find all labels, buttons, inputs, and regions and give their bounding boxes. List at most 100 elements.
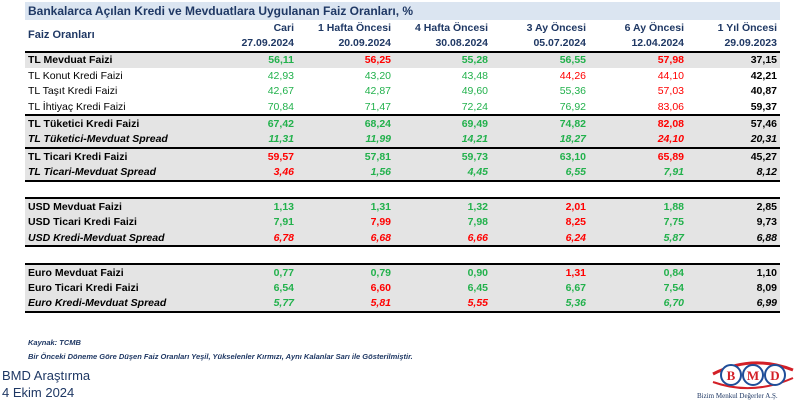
rate-cell: 1,10 xyxy=(687,262,780,281)
rate-cell: 68,24 xyxy=(297,114,394,132)
rate-cell: 42,21 xyxy=(687,68,780,84)
rate-cell: 56,25 xyxy=(297,50,394,69)
table-row: USD Kredi-Mevduat Spread 6,78 6,68 6,66 6,24… xyxy=(25,230,780,248)
col-date: 29.09.2023 xyxy=(687,35,780,53)
rate-cell: 5,36 xyxy=(491,295,589,314)
rates-table: Faiz Oranları Cari 1 Hafta Öncesi 4 Haft… xyxy=(25,20,780,314)
rate-cell: 6,60 xyxy=(297,280,394,296)
rate-cell: 1,13 xyxy=(207,197,297,215)
rate-cell: 5,55 xyxy=(394,295,491,314)
source-note: Kaynak: TCMB xyxy=(28,338,81,347)
rate-cell: 1,56 xyxy=(297,164,394,182)
rate-cell: 59,57 xyxy=(207,147,297,165)
rate-cell: 6,24 xyxy=(491,230,589,248)
rate-cell: 7,54 xyxy=(589,280,687,296)
rate-cell: 6,70 xyxy=(589,295,687,314)
page-title: Bankalarca Açılan Kredi ve Mevduatlara U… xyxy=(25,2,780,20)
rate-cell: 6,55 xyxy=(491,164,589,182)
row-label: USD Kredi-Mevduat Spread xyxy=(25,230,207,248)
logo-letter: M xyxy=(747,368,759,383)
spacer-row xyxy=(25,180,780,199)
col-date: 30.08.2024 xyxy=(394,35,491,53)
col-header: 3 Ay Öncesi xyxy=(526,21,586,34)
rate-cell: 67,42 xyxy=(207,114,297,132)
rate-cell: 5,87 xyxy=(589,230,687,248)
logo-caption: Bizim Menkul Değerler A.Ş. xyxy=(697,392,778,400)
table-row: Euro Kredi-Mevduat Spread 5,77 5,81 5,55 5,3… xyxy=(25,295,780,314)
rate-cell: 71,47 xyxy=(297,98,394,116)
rate-cell: 6,54 xyxy=(207,280,297,296)
rate-cell: 6,66 xyxy=(394,230,491,248)
col-header: 6 Ay Öncesi xyxy=(624,21,684,34)
table-row: TL Mevduat Faizi 56,11 56,25 55,28 56,55 57,9… xyxy=(25,50,780,69)
rate-cell: 56,11 xyxy=(207,50,297,69)
rate-cell: 40,87 xyxy=(687,83,780,99)
table-row: USD Mevduat Faizi 1,13 1,31 1,32 2,01 1,88 2,8… xyxy=(25,197,780,215)
rate-cell: 6,68 xyxy=(297,230,394,248)
rate-cell: 69,49 xyxy=(394,114,491,132)
rate-cell: 59,37 xyxy=(687,98,780,116)
row-label: TL Taşıt Kredi Faizi xyxy=(25,83,207,99)
rate-cell: 42,93 xyxy=(207,68,297,84)
row-label: Euro Ticari Kredi Faizi xyxy=(25,280,207,296)
rate-cell: 7,91 xyxy=(589,164,687,182)
rate-cell: 63,10 xyxy=(491,147,589,165)
footer-research-name: BMD Araştırma xyxy=(2,368,91,383)
rate-cell: 6,67 xyxy=(491,280,589,296)
rate-cell: 9,73 xyxy=(687,214,780,231)
rate-cell: 6,99 xyxy=(687,295,780,314)
rate-cell: 3,46 xyxy=(207,164,297,182)
rate-cell: 45,27 xyxy=(687,147,780,165)
row-label: USD Ticari Kredi Faizi xyxy=(25,214,207,231)
header-label: Faiz Oranları xyxy=(25,20,207,53)
col-date: 05.07.2024 xyxy=(491,35,589,53)
rate-cell: 44,26 xyxy=(491,68,589,84)
rate-cell: 11,99 xyxy=(297,131,394,149)
row-label: Euro Kredi-Mevduat Spread xyxy=(25,295,207,314)
col-date: 20.09.2024 xyxy=(297,35,394,53)
table-row: USD Ticari Kredi Faizi 7,91 7,99 7,98 8,25 7,… xyxy=(25,214,780,231)
row-label: TL İhtiyaç Kredi Faizi xyxy=(25,98,207,116)
rate-cell: 76,92 xyxy=(491,98,589,116)
rate-cell: 2,85 xyxy=(687,197,780,215)
rates-table-body: TL Mevduat Faizi 56,11 56,25 55,28 56,55 57,9… xyxy=(25,50,780,314)
rate-cell: 7,98 xyxy=(394,214,491,231)
rate-cell: 4,45 xyxy=(394,164,491,182)
spacer-cell xyxy=(25,180,780,199)
rate-cell: 8,25 xyxy=(491,214,589,231)
col-header: 1 Yıl Öncesi xyxy=(717,21,777,34)
spacer-cell xyxy=(25,246,780,264)
rate-cell: 74,82 xyxy=(491,114,589,132)
header-row: Faiz Oranları Cari 1 Hafta Öncesi 4 Haft… xyxy=(25,20,780,53)
rate-cell: 57,46 xyxy=(687,114,780,132)
table-row: Euro Ticari Kredi Faizi 6,54 6,60 6,45 6,67 7… xyxy=(25,280,780,296)
rate-cell: 5,77 xyxy=(207,295,297,314)
table-row: TL Ticari Kredi Faizi 59,57 57,81 59,73 63,1… xyxy=(25,147,780,165)
rate-cell: 57,81 xyxy=(297,147,394,165)
rate-cell: 44,10 xyxy=(589,68,687,84)
row-label: USD Mevduat Faizi xyxy=(25,197,207,215)
table-row: TL Taşıt Kredi Faizi 42,67 42,87 49,60 55,36… xyxy=(25,83,780,99)
table-row: TL Konut Kredi Faizi 42,93 43,20 43,48 44,26… xyxy=(25,68,780,84)
rate-cell: 24,10 xyxy=(589,131,687,149)
rate-cell: 6,88 xyxy=(687,230,780,248)
logo-letter: B xyxy=(727,368,736,383)
row-label: TL Ticari Kredi Faizi xyxy=(25,147,207,165)
rate-cell: 57,03 xyxy=(589,83,687,99)
rate-cell: 7,99 xyxy=(297,214,394,231)
rate-cell: 1,32 xyxy=(394,197,491,215)
row-label: Euro Mevduat Faizi xyxy=(25,262,207,281)
rate-cell: 1,88 xyxy=(589,197,687,215)
legend-note: Bir Önceki Döneme Göre Düşen Faiz Oranla… xyxy=(28,352,413,361)
header-dates-row: 27.09.2024 20.09.2024 30.08.2024 05.07.2… xyxy=(25,35,780,53)
rate-cell: 59,73 xyxy=(394,147,491,165)
rate-cell: 0,79 xyxy=(297,262,394,281)
rate-cell: 20,31 xyxy=(687,131,780,149)
rate-cell: 72,24 xyxy=(394,98,491,116)
rate-cell: 55,36 xyxy=(491,83,589,99)
rate-cell: 55,28 xyxy=(394,50,491,69)
logo-letter: D xyxy=(770,368,779,383)
table-row: TL Tüketici-Mevduat Spread 11,31 11,99 14,2… xyxy=(25,131,780,149)
rate-cell: 11,31 xyxy=(207,131,297,149)
row-label: TL Mevduat Faizi xyxy=(25,50,207,69)
